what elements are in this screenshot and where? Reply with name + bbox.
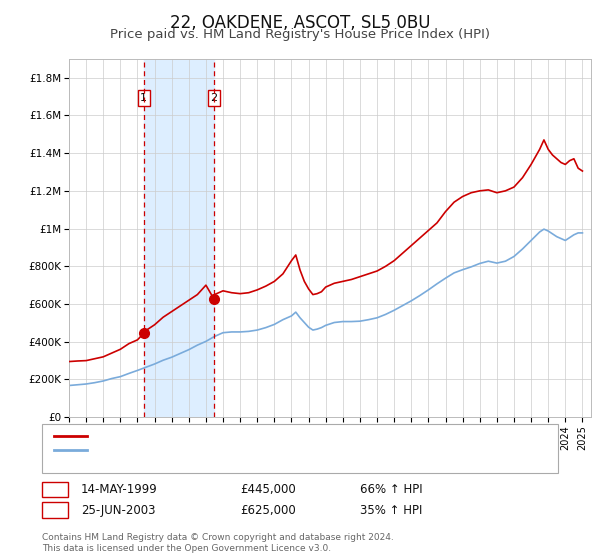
Text: 22, OAKDENE, ASCOT, SL5 0BU (detached house): 22, OAKDENE, ASCOT, SL5 0BU (detached ho… xyxy=(93,431,369,441)
Text: 1: 1 xyxy=(52,483,59,496)
Text: 14-MAY-1999: 14-MAY-1999 xyxy=(81,483,158,496)
Text: £445,000: £445,000 xyxy=(240,483,296,496)
Text: 25-JUN-2003: 25-JUN-2003 xyxy=(81,503,155,517)
Text: £625,000: £625,000 xyxy=(240,503,296,517)
Text: Price paid vs. HM Land Registry's House Price Index (HPI): Price paid vs. HM Land Registry's House … xyxy=(110,28,490,41)
Text: 66% ↑ HPI: 66% ↑ HPI xyxy=(360,483,422,496)
Text: HPI: Average price, detached house, Windsor and Maidenhead: HPI: Average price, detached house, Wind… xyxy=(93,445,442,455)
Text: 2: 2 xyxy=(211,93,218,103)
Text: Contains HM Land Registry data © Crown copyright and database right 2024.
This d: Contains HM Land Registry data © Crown c… xyxy=(42,533,394,553)
Text: 1: 1 xyxy=(140,93,147,103)
Bar xyxy=(144,59,214,417)
Text: 35% ↑ HPI: 35% ↑ HPI xyxy=(360,503,422,517)
Text: 22, OAKDENE, ASCOT, SL5 0BU: 22, OAKDENE, ASCOT, SL5 0BU xyxy=(170,14,430,32)
Text: 2: 2 xyxy=(52,503,59,517)
